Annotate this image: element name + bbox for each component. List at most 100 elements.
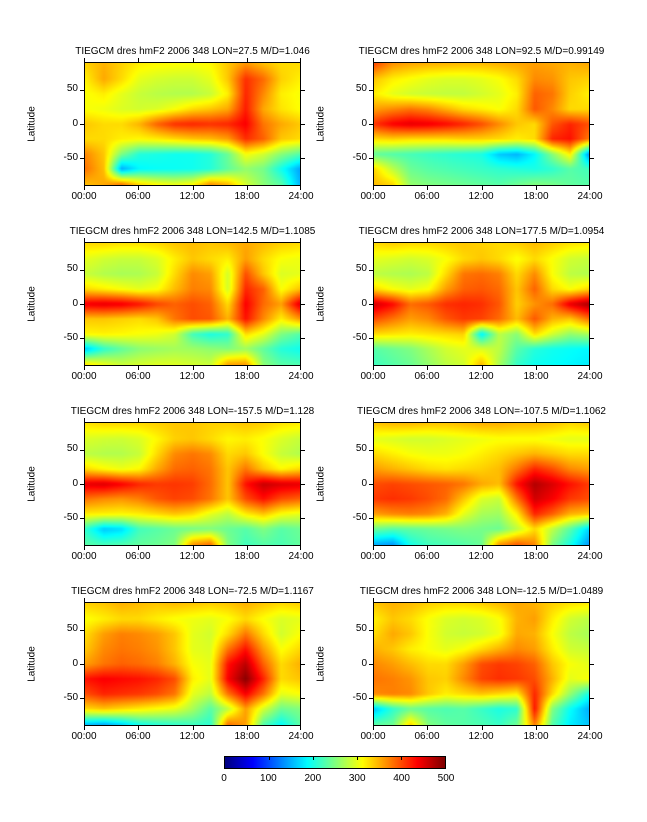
- axis-tick: [80, 664, 84, 665]
- y-axis-label: Latitude: [315, 286, 327, 322]
- subplot-lon-n107-5: TIEGCM dres hmF2 2006 348 LON=-107.5 M/D…: [316, 406, 607, 562]
- x-tick-label: 18:00: [523, 371, 549, 382]
- y-tick-label: 0: [72, 118, 78, 129]
- axis-tick: [482, 546, 483, 550]
- axis-tick: [301, 450, 305, 451]
- axis-tick: [80, 698, 84, 699]
- axis-tick: [301, 630, 305, 631]
- x-tick-label: 06:00: [414, 551, 440, 562]
- axis-tick: [369, 664, 373, 665]
- y-tick-label: 0: [72, 478, 78, 489]
- axis-tick: [300, 726, 301, 730]
- heatmap-plot: [373, 602, 590, 726]
- axis-tick: [300, 418, 301, 422]
- axis-tick: [589, 598, 590, 602]
- axis-tick: [301, 338, 305, 339]
- axis-tick: [247, 726, 248, 730]
- axis-tick: [482, 238, 483, 242]
- x-tick-label: 24:00: [288, 371, 314, 382]
- y-tick-label: -50: [352, 692, 367, 703]
- axis-tick: [301, 124, 305, 125]
- axis-tick: [80, 484, 84, 485]
- axis-tick: [247, 238, 248, 242]
- colorbar-canvas: [225, 757, 445, 768]
- x-tick-label: 24:00: [288, 551, 314, 562]
- colorbar-tick-label: 100: [260, 773, 277, 784]
- axis-tick: [300, 598, 301, 602]
- subplot-title: TIEGCM dres hmF2 2006 348 LON=177.5 M/D=…: [358, 226, 605, 237]
- x-tick-label: 06:00: [414, 731, 440, 742]
- x-tick-label: 12:00: [179, 191, 205, 202]
- axis-tick: [193, 58, 194, 62]
- x-tick-label: 12:00: [179, 731, 205, 742]
- axis-tick: [590, 90, 594, 91]
- axis-tick: [80, 338, 84, 339]
- x-tick-label: 18:00: [523, 731, 549, 742]
- heatmap-canvas: [85, 603, 300, 725]
- y-tick-label: 50: [355, 623, 367, 634]
- axis-tick: [590, 338, 594, 339]
- colorbar-gradient: [224, 756, 446, 769]
- x-tick-label: 24:00: [577, 731, 603, 742]
- axis-tick: [369, 450, 373, 451]
- x-tick-label: 00:00: [71, 731, 97, 742]
- axis-tick: [590, 484, 594, 485]
- x-tick-label: 18:00: [523, 191, 549, 202]
- subplot-title: TIEGCM dres hmF2 2006 348 LON=-107.5 M/D…: [356, 406, 606, 417]
- colorbar-tick: [269, 757, 270, 760]
- x-tick-label: 12:00: [468, 551, 494, 562]
- subplot-lon-177-5: TIEGCM dres hmF2 2006 348 LON=177.5 M/D=…: [316, 226, 605, 382]
- subplot-title: TIEGCM dres hmF2 2006 348 LON=-72.5 M/D=…: [71, 586, 314, 597]
- axis-tick: [427, 366, 428, 370]
- heatmap-plot: [373, 422, 590, 546]
- axis-tick: [369, 158, 373, 159]
- x-tick-label: 06:00: [125, 371, 151, 382]
- axis-tick: [84, 726, 85, 730]
- x-tick-label: 00:00: [71, 191, 97, 202]
- axis-tick: [80, 90, 84, 91]
- y-tick-label: 0: [72, 658, 78, 669]
- axis-tick: [247, 366, 248, 370]
- subplot-lon-n12-5: TIEGCM dres hmF2 2006 348 LON=-12.5 M/D=…: [316, 586, 604, 742]
- axis-tick: [247, 598, 248, 602]
- colorbar-tick-label: 0: [221, 773, 227, 784]
- y-tick-label: 50: [66, 443, 78, 454]
- axis-tick: [301, 158, 305, 159]
- heatmap-plot: [373, 62, 590, 186]
- axis-tick: [369, 484, 373, 485]
- y-tick-label: 50: [355, 443, 367, 454]
- axis-tick: [427, 546, 428, 550]
- colorbar: 0 100 200 300 400 500: [221, 756, 454, 784]
- y-tick-label: 50: [355, 83, 367, 94]
- y-axis-label: Latitude: [315, 106, 327, 142]
- y-tick-label: -50: [352, 152, 367, 163]
- subplot-lon-27-5: TIEGCM dres hmF2 2006 348 LON=27.5 M/D=1…: [27, 46, 314, 202]
- y-axis-label: Latitude: [26, 286, 38, 322]
- axis-tick: [300, 366, 301, 370]
- heatmap-canvas: [374, 63, 589, 185]
- subplot-lon-n157-5: TIEGCM dres hmF2 2006 348 LON=-157.5 M/D…: [27, 406, 315, 562]
- y-tick-label: 0: [361, 118, 367, 129]
- axis-tick: [301, 270, 305, 271]
- axis-tick: [369, 338, 373, 339]
- axis-tick: [138, 546, 139, 550]
- axis-tick: [193, 546, 194, 550]
- axis-tick: [369, 124, 373, 125]
- axis-tick: [84, 546, 85, 550]
- x-tick-label: 06:00: [125, 731, 151, 742]
- axis-tick: [301, 90, 305, 91]
- y-tick-label: 0: [361, 298, 367, 309]
- axis-tick: [247, 418, 248, 422]
- axis-tick: [369, 304, 373, 305]
- y-tick-label: -50: [352, 512, 367, 523]
- axis-tick: [536, 366, 537, 370]
- axis-tick: [80, 270, 84, 271]
- y-tick-label: 50: [355, 263, 367, 274]
- x-tick-label: 00:00: [360, 731, 386, 742]
- axis-tick: [427, 726, 428, 730]
- axis-tick: [84, 418, 85, 422]
- axis-tick: [369, 90, 373, 91]
- heatmap-plot: [84, 602, 301, 726]
- subplot-title: TIEGCM dres hmF2 2006 348 LON=-12.5 M/D=…: [359, 586, 604, 597]
